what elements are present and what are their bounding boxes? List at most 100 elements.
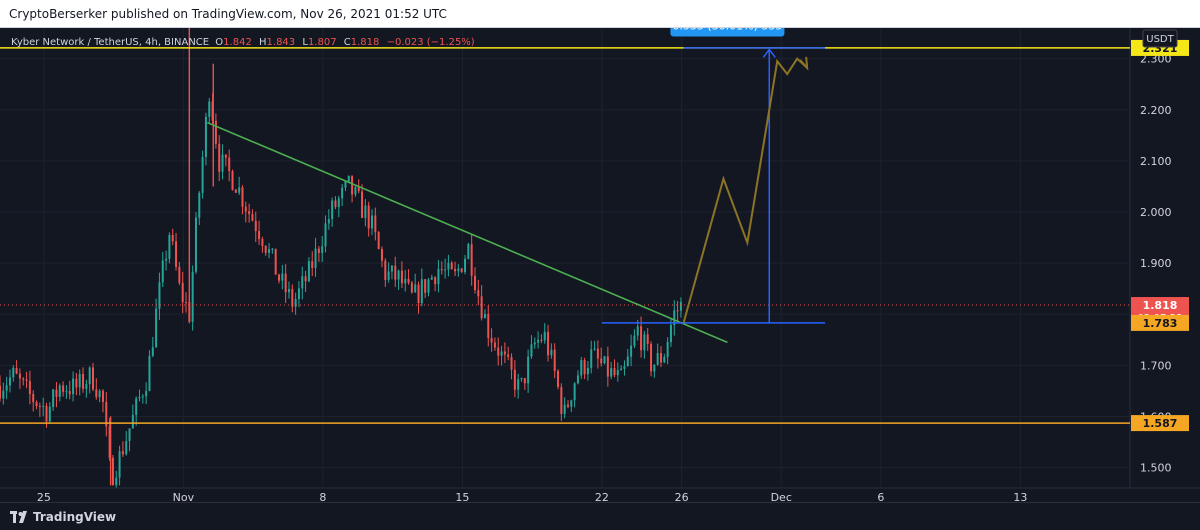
svg-text:Kyber Network / TetherUS, 4h,: Kyber Network / TetherUS, 4h, BINANCE O1… xyxy=(11,37,475,48)
candle-body xyxy=(659,353,662,363)
x-tick-label: 22 xyxy=(595,491,609,502)
candle-body xyxy=(294,299,297,307)
candle-body xyxy=(467,244,470,259)
x-tick-label: 8 xyxy=(319,491,326,502)
footer-brand: TradingView xyxy=(33,510,117,524)
candle-body xyxy=(161,260,164,283)
candle-body xyxy=(115,477,118,485)
candle-body xyxy=(331,200,334,220)
candle-body xyxy=(377,232,380,249)
candle-body xyxy=(573,383,576,401)
price-chart[interactable]: 0.535 (30.01%) 535 2.3002.2002.1002.0001… xyxy=(0,28,1200,502)
candle-body xyxy=(590,349,593,368)
candle-body xyxy=(347,175,350,182)
candle-body xyxy=(447,262,450,270)
candle-body xyxy=(613,368,616,376)
candle-body xyxy=(341,187,344,199)
candle-body xyxy=(274,248,277,275)
legend-close-label: C xyxy=(344,37,351,48)
candle-body xyxy=(188,302,191,322)
candle-body xyxy=(314,248,317,269)
candle-body xyxy=(191,271,194,322)
candle-body xyxy=(45,405,48,422)
candle-body xyxy=(337,198,340,208)
candle-body xyxy=(52,389,55,407)
candle-body xyxy=(543,331,546,341)
measure-arrow-icon xyxy=(762,48,776,58)
candle-body xyxy=(168,235,171,259)
candle-body xyxy=(238,187,241,193)
candle-body xyxy=(570,400,573,407)
candle-body xyxy=(606,356,609,377)
candle-body xyxy=(417,284,420,304)
candle-body xyxy=(8,377,11,386)
candle-body xyxy=(643,334,646,351)
footer-bar: TradingView xyxy=(0,502,1200,530)
candle-body xyxy=(673,310,676,326)
candle-body xyxy=(248,211,251,214)
candle-body xyxy=(404,278,407,284)
candle-body xyxy=(503,351,506,355)
candle-body xyxy=(158,282,161,309)
candle-body xyxy=(530,344,533,357)
support-price-text: 1.587 xyxy=(1143,417,1178,430)
candle-body xyxy=(653,364,656,372)
measure-label: 0.535 (30.01%) 535 xyxy=(672,28,782,32)
candle-body xyxy=(351,175,354,195)
candle-body xyxy=(324,223,327,247)
candle-body xyxy=(284,273,287,293)
candle-body xyxy=(580,360,583,376)
candle-body xyxy=(669,325,672,343)
candle-body xyxy=(25,379,28,381)
candle-body xyxy=(181,282,184,302)
candle-body xyxy=(663,357,666,363)
candle-body xyxy=(444,269,447,271)
candle-body xyxy=(101,390,104,402)
candle-body xyxy=(427,279,430,293)
candle-body xyxy=(424,279,427,293)
grid xyxy=(0,28,1130,488)
candle-body xyxy=(12,367,15,378)
candle-body xyxy=(32,394,35,403)
candle-body xyxy=(483,313,486,319)
candle-body xyxy=(224,154,227,158)
candle-body xyxy=(600,358,603,364)
candle-body xyxy=(487,313,490,338)
y-tick-label: 1.500 xyxy=(1140,462,1172,475)
y-tick-label: 2.000 xyxy=(1140,206,1172,219)
drawings[interactable]: 0.535 (30.01%) 535 xyxy=(0,28,1130,424)
candle-body xyxy=(557,370,560,388)
candle-body xyxy=(291,289,294,307)
candle-body xyxy=(131,414,134,429)
candle-body xyxy=(151,347,154,356)
candle-body xyxy=(510,356,513,370)
publish-line: CryptoBerserker published on TradingView… xyxy=(9,7,447,21)
candle-body xyxy=(457,268,460,272)
candle-body xyxy=(533,342,536,345)
candle-body xyxy=(593,348,596,350)
candle-body xyxy=(477,290,480,297)
candle-body xyxy=(473,275,476,291)
candle-body xyxy=(261,239,264,246)
candle-body xyxy=(35,402,38,406)
candle-body xyxy=(596,348,599,359)
candle-body xyxy=(430,277,433,280)
candle-body xyxy=(258,231,261,240)
candle-body xyxy=(630,345,633,357)
currency-button[interactable]: USDT xyxy=(1142,29,1178,48)
candle-body xyxy=(105,401,108,427)
candle-body xyxy=(371,215,374,229)
candle-body xyxy=(108,426,111,458)
candle-body xyxy=(537,339,540,343)
candle-body xyxy=(616,370,619,376)
candle-body xyxy=(68,391,71,395)
candle-body xyxy=(583,360,586,375)
candle-body xyxy=(75,378,78,388)
candle-body xyxy=(231,171,234,190)
price-scale[interactable] xyxy=(1130,28,1200,488)
candle-body xyxy=(268,249,271,253)
candle-body xyxy=(125,441,128,455)
x-tick-label: 26 xyxy=(675,491,689,502)
candle-body xyxy=(387,271,390,280)
legend-low-label: L xyxy=(302,37,308,48)
